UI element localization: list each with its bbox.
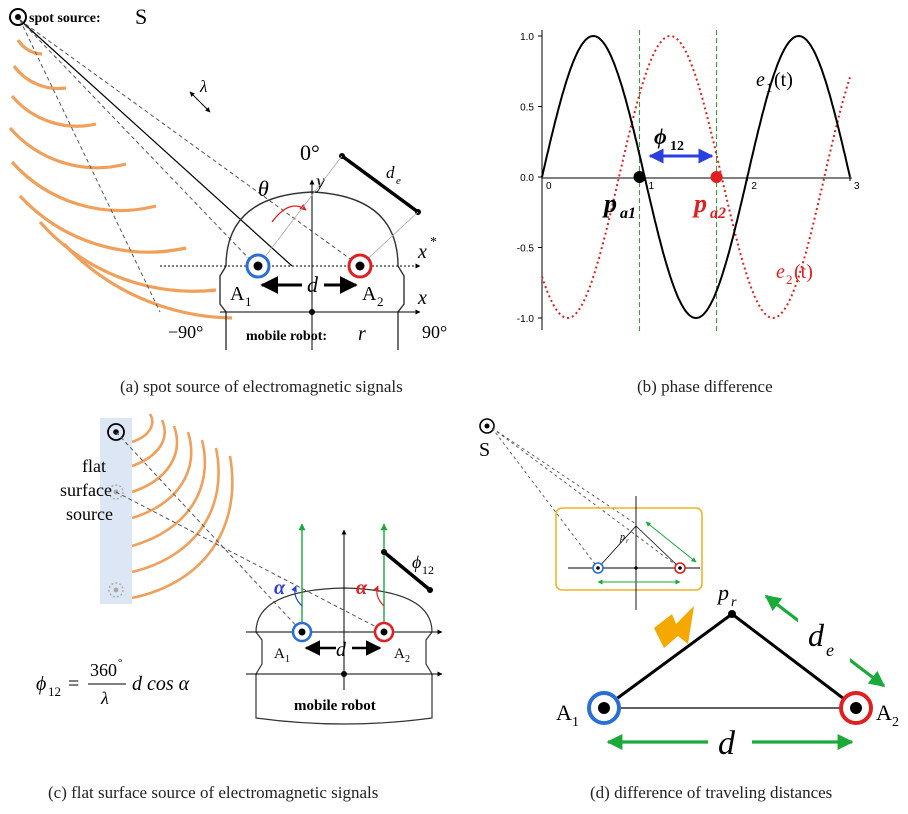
angle-90: 90° [422, 322, 447, 342]
svg-text:2: 2 [405, 654, 410, 665]
svg-text:12: 12 [670, 139, 684, 154]
y-tick-label: 0.0 [520, 173, 534, 184]
svg-text:1: 1 [285, 654, 290, 665]
phase-formula: ϕ 12 = 360 ° λ d cos α [36, 657, 190, 708]
x-tick-label: 1 [649, 181, 655, 192]
panel-d: S p r p r d e A 1 A [479, 418, 899, 802]
svg-text:2: 2 [786, 272, 793, 287]
marker-pa2 [710, 171, 723, 183]
svg-text:(t): (t) [774, 69, 793, 91]
x-vector-label: x [417, 287, 427, 309]
svg-text:360: 360 [90, 660, 117, 680]
alpha-label-blue: α [274, 577, 286, 599]
d-label-a: d [307, 272, 319, 297]
svg-text:a2: a2 [710, 205, 726, 222]
svg-text:r: r [358, 323, 366, 345]
svg-text:e: e [826, 640, 834, 660]
series-e1-line [541, 34, 851, 320]
svg-text:(t): (t) [794, 261, 813, 283]
flat-source-line1: flat [82, 456, 106, 476]
phi12-label-c: ϕ [412, 552, 421, 572]
svg-text:2: 2 [892, 715, 899, 730]
pa1-label: p [602, 189, 617, 218]
surface-source-icon [107, 423, 125, 441]
a2-label-d: A [876, 700, 892, 725]
svg-text:d cos α: d cos α [132, 673, 190, 695]
caption-b: (b) phase difference [637, 377, 773, 396]
svg-text:r: r [731, 595, 737, 610]
panel-c: flat surface source α α ϕ 12 [36, 413, 443, 802]
wavefronts-a [8, 39, 233, 320]
y-vector-label: y [314, 171, 325, 193]
svg-text:=: = [68, 673, 79, 695]
d-label-c: d [336, 639, 347, 661]
caption-a: (a) spot source of electromagnetic signa… [120, 377, 403, 396]
svg-text:12: 12 [48, 684, 61, 699]
de-segment-a [340, 154, 420, 214]
flat-source-bar [100, 418, 132, 604]
angle-neg90: −90° [168, 322, 203, 342]
pr-label: p [716, 580, 729, 605]
e2-label: e [776, 261, 785, 283]
flat-source-line2: surface [60, 480, 112, 500]
svg-text:r: r [626, 537, 629, 545]
flat-source-line3: source [66, 504, 113, 524]
robot-label-c: mobile robot [294, 698, 376, 714]
spot-source-icon [9, 8, 27, 26]
y-tick-label: 0.5 [520, 103, 534, 114]
x-tick-label: 3 [854, 181, 860, 192]
wavefronts-c [131, 413, 234, 600]
zoom-arrow-icon [654, 606, 694, 648]
svg-text:*: * [430, 235, 437, 250]
source-letter-s: S [135, 4, 147, 29]
source-d-icon [479, 418, 495, 434]
marker-pa1 [633, 171, 646, 183]
svg-text:a1: a1 [620, 205, 636, 222]
panel-b-chart: 1.00.50.0-0.5-1.00 1 2 3 ϕ 12 e 1 (t) e 2 (… [517, 30, 860, 396]
de-label-d: d [808, 617, 825, 653]
theta-label: θ [258, 176, 269, 201]
a2-label-a: A [362, 283, 377, 305]
spot-source-label: spot source: [29, 11, 101, 26]
phi12-segment-c [382, 550, 432, 592]
source-letter-d: S [479, 439, 490, 461]
a1-label-d: A [556, 700, 572, 725]
d-label-d: d [718, 725, 736, 762]
svg-text:e: e [396, 175, 401, 187]
svg-text:°: ° [118, 657, 122, 669]
alpha-label-red: α [356, 577, 368, 599]
y-tick-label: -1.0 [517, 314, 535, 325]
y-tick-label: -0.5 [517, 244, 535, 255]
x-star-vector-label: x [417, 241, 427, 263]
e1-label: e [756, 69, 765, 91]
x-tick-label: 0 [546, 181, 552, 192]
a1-label-c: A [274, 646, 285, 662]
lambda-label: λ [199, 77, 207, 96]
y-tick-label: 1.0 [520, 32, 534, 43]
a2-label-c: A [394, 646, 405, 662]
svg-text:1: 1 [766, 80, 773, 95]
caption-d: (d) difference of traveling distances [590, 783, 832, 802]
caption-c: (c) flat surface source of electromagnet… [48, 783, 378, 802]
svg-text:1: 1 [572, 715, 579, 730]
phi12-label-b: ϕ [654, 124, 667, 149]
robot-label-a: mobile robot: [246, 329, 327, 344]
svg-text:ϕ: ϕ [36, 673, 46, 695]
series-e2-line [541, 34, 851, 320]
x-tick-label: 2 [751, 181, 757, 192]
svg-text:12: 12 [422, 563, 434, 577]
svg-text:1: 1 [245, 294, 252, 309]
angle-0: 0° [300, 140, 320, 165]
inset-pr-label: p [619, 532, 625, 543]
de-label-a: d [386, 163, 395, 182]
inset-box [555, 507, 703, 591]
svg-text:2: 2 [377, 294, 384, 309]
panel-a: spot source: S λ 0° y −90° 90° x * x θ d… [8, 4, 447, 396]
a1-label-a: A [230, 283, 245, 305]
pa2-label: p [692, 189, 707, 218]
svg-text:λ: λ [100, 688, 109, 708]
